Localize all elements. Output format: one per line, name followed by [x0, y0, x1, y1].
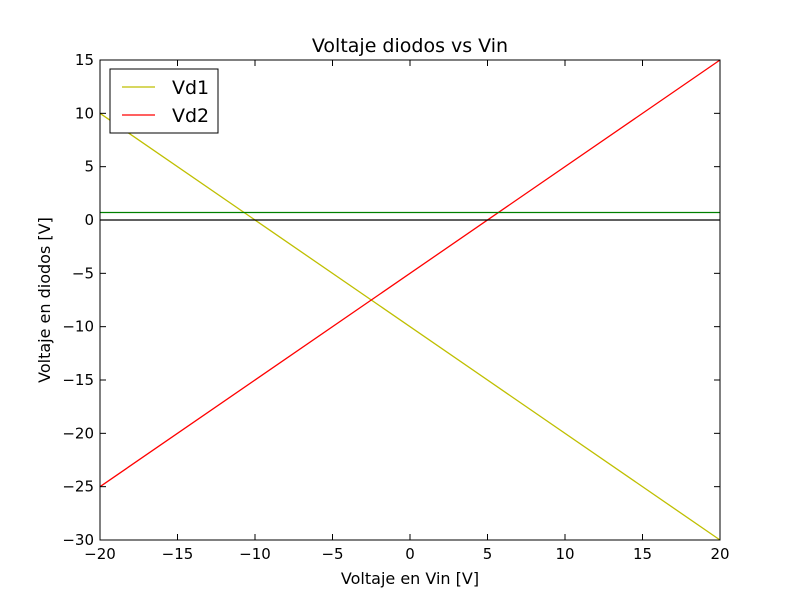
x-axis-ticks: −20 −15 −10 −5 0 5 10 15 20	[84, 60, 730, 563]
series-line-vd1	[99, 112, 721, 541]
x-tick-label: −5	[321, 545, 343, 563]
x-tick-label: 10	[555, 545, 574, 563]
x-tick-label: −15	[162, 545, 194, 563]
y-tick-label: 10	[75, 104, 94, 122]
y-tick-label: 0	[84, 211, 94, 229]
y-tick-label: −30	[62, 531, 94, 549]
x-tick-label: −10	[239, 545, 271, 563]
y-tick-label: −25	[62, 478, 94, 496]
y-axis-ticks: 15 10 5 0 −5 −10 −15 −20 −25 −30	[62, 51, 720, 549]
y-tick-label: −20	[62, 424, 94, 442]
plot-area	[100, 60, 720, 540]
chart-title: Voltaje diodos vs Vin	[312, 35, 508, 57]
x-tick-label: 15	[633, 545, 652, 563]
x-tick-label: 0	[405, 545, 415, 563]
y-axis-label: Voltaje en diodos [V]	[35, 217, 54, 383]
x-axis-label: Voltaje en Vin [V]	[341, 569, 479, 588]
x-tick-label: 20	[710, 545, 729, 563]
y-tick-label: −5	[72, 264, 94, 282]
series-line-vd2	[99, 59, 721, 488]
y-tick-label: 15	[75, 51, 94, 69]
y-tick-label: −10	[62, 318, 94, 336]
y-tick-label: −15	[62, 371, 94, 389]
legend-box	[109, 68, 219, 134]
x-tick-label: −20	[84, 545, 116, 563]
legend-label-vd1: Vd1	[172, 77, 209, 99]
series-layer	[99, 59, 721, 541]
x-tick-label: 5	[483, 545, 493, 563]
y-tick-label: 5	[84, 158, 94, 176]
legend-label-vd2: Vd2	[172, 105, 209, 127]
